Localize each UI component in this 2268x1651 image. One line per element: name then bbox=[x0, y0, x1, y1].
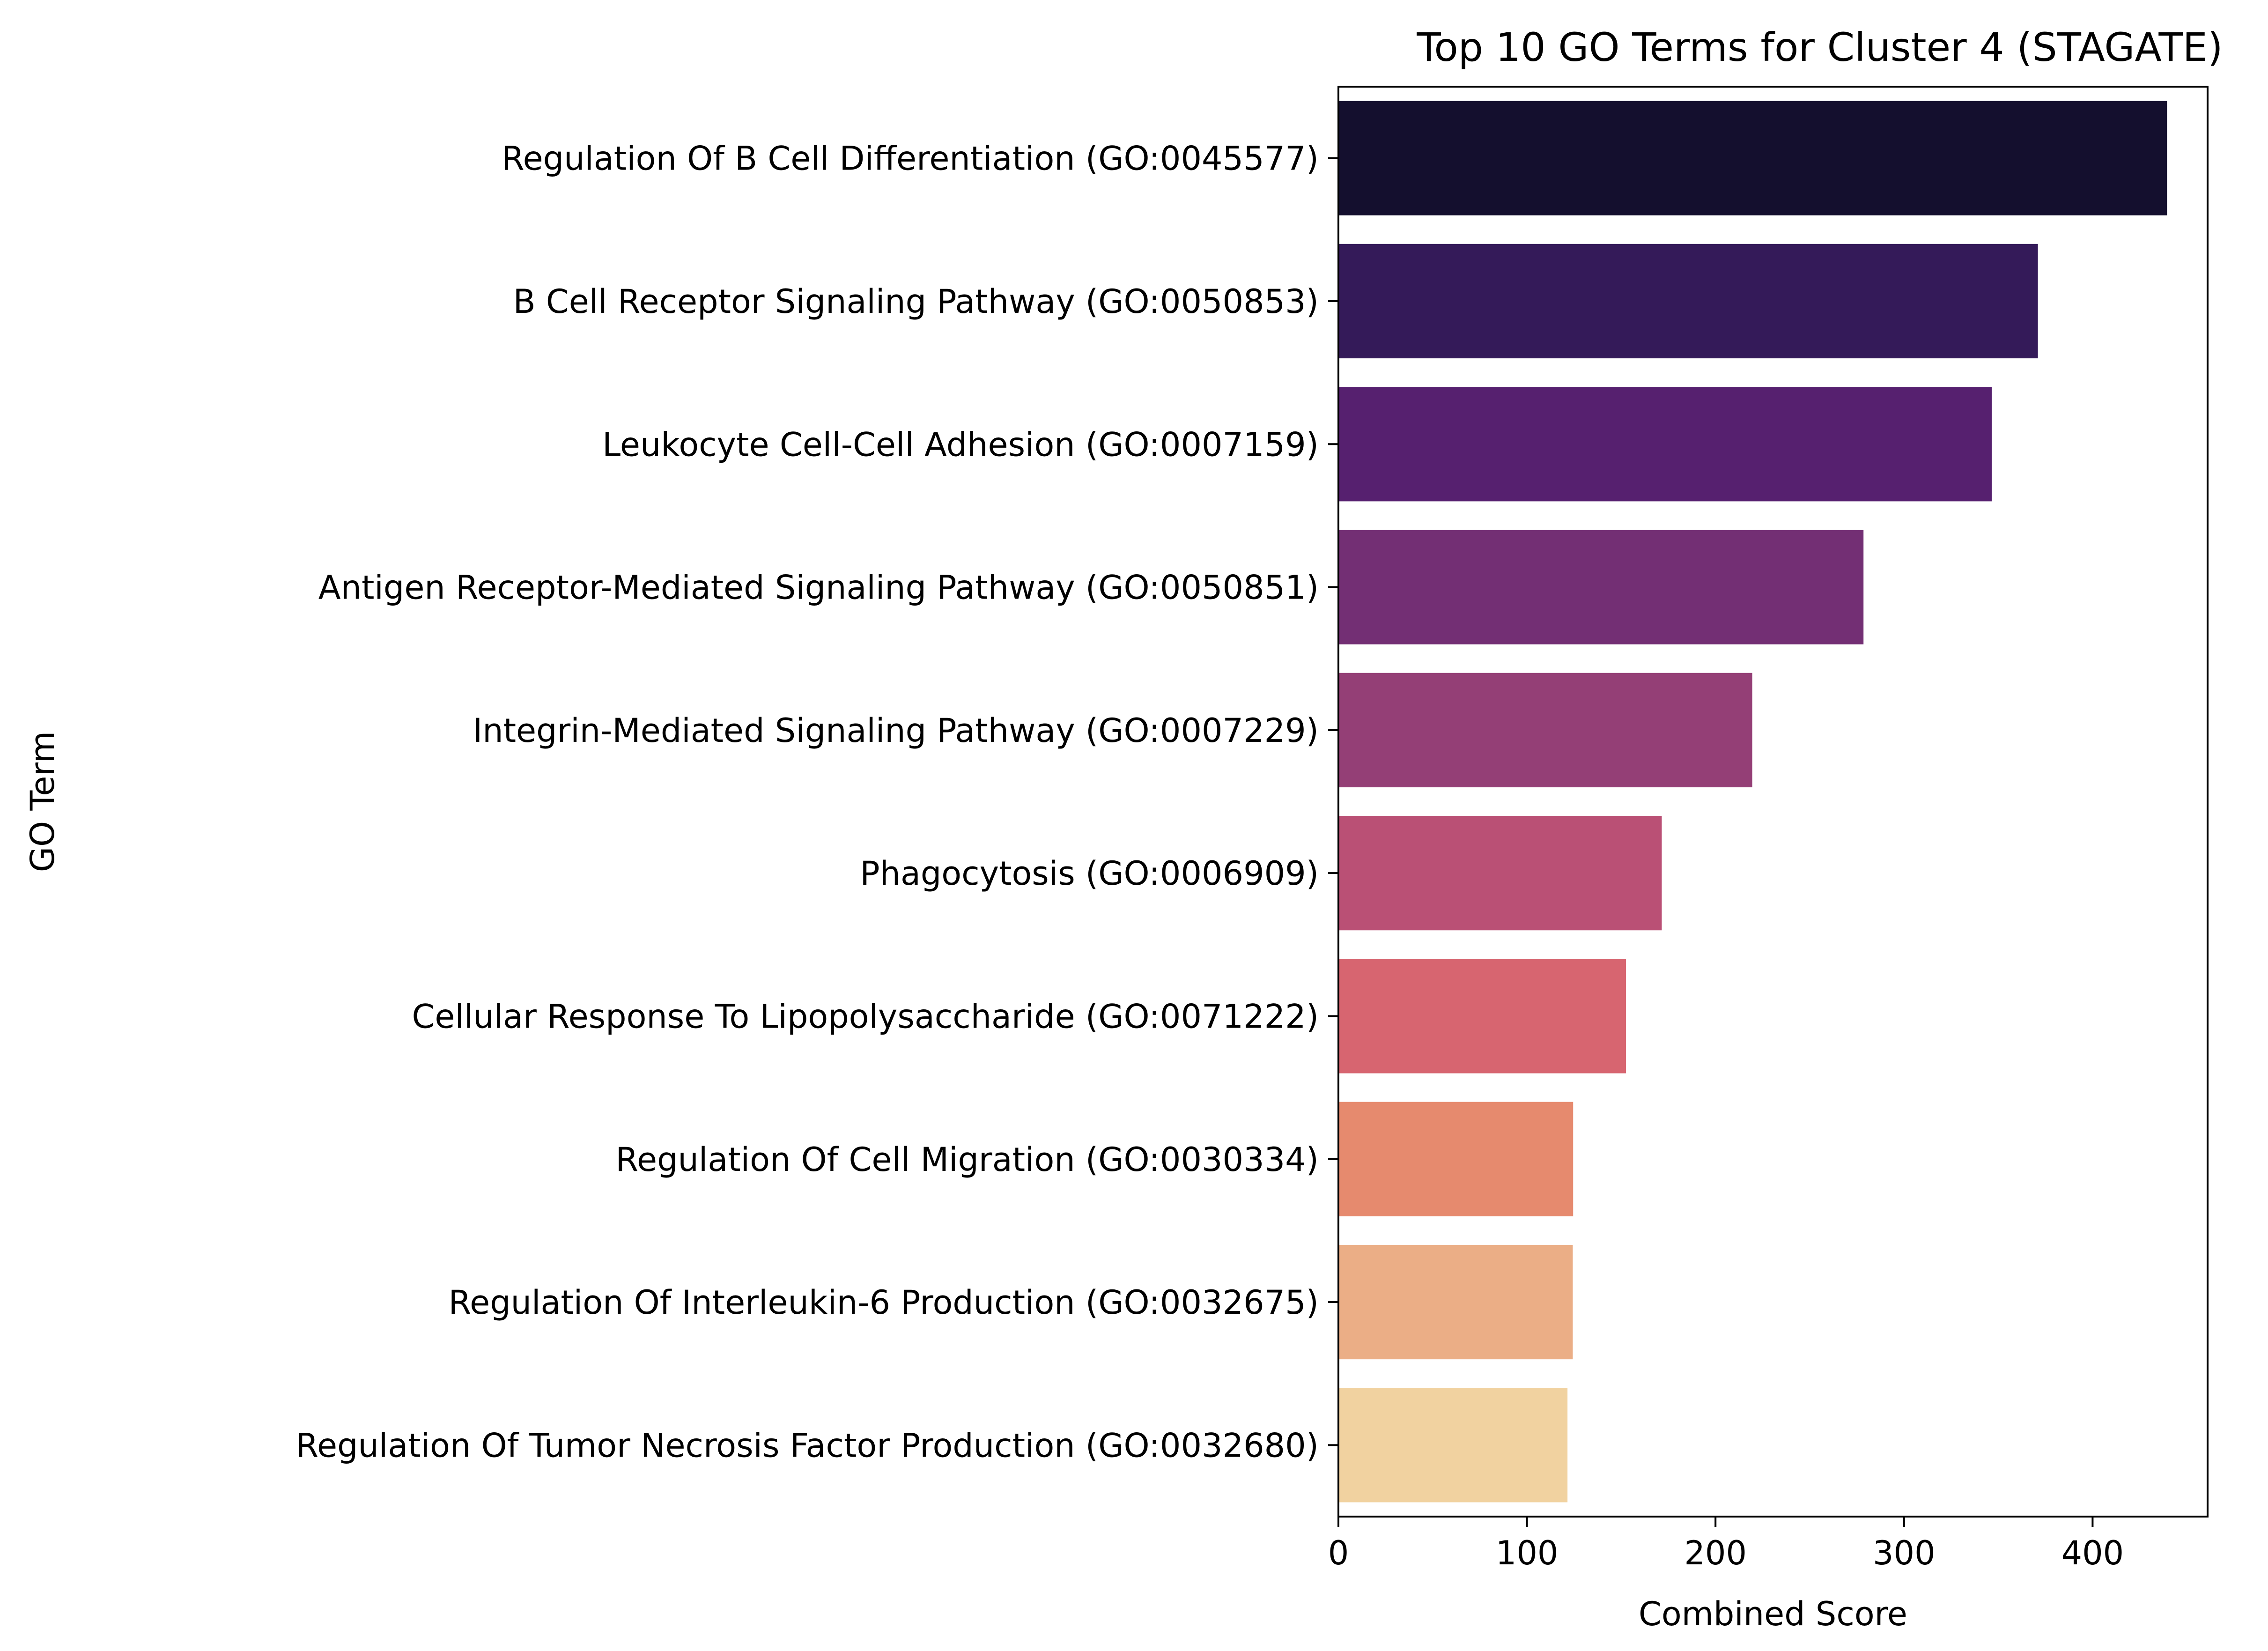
y-tick-label: Regulation Of Interleukin-6 Production (… bbox=[449, 1283, 1319, 1322]
y-tick-label: B Cell Receptor Signaling Pathway (GO:00… bbox=[513, 282, 1319, 321]
x-axis-ticks: 0 100 200 300 400 bbox=[1328, 1517, 2124, 1572]
bar-6 bbox=[1338, 816, 1662, 931]
plot-frame bbox=[1337, 86, 2209, 1518]
y-tick-label: Regulation Of Cell Migration (GO:0030334… bbox=[616, 1140, 1319, 1179]
bar-2 bbox=[1338, 244, 2038, 359]
y-tick-label: Antigen Receptor-Mediated Signaling Path… bbox=[318, 569, 1319, 607]
x-tick-label: 100 bbox=[1496, 1534, 1559, 1572]
chart-title: Top 10 GO Terms for Cluster 4 (STAGATE) bbox=[1416, 24, 2223, 70]
y-tick-label: Regulation Of B Cell Differentiation (GO… bbox=[502, 140, 1319, 178]
x-tick-label: 0 bbox=[1328, 1534, 1349, 1572]
bar-3 bbox=[1338, 387, 1992, 502]
bar-1 bbox=[1338, 101, 2167, 215]
bar-10 bbox=[1338, 1388, 1568, 1503]
bar-8 bbox=[1338, 1102, 1574, 1216]
y-axis-ticks: Regulation Of B Cell Differentiation (GO… bbox=[296, 140, 1338, 1465]
y-tick-label: Leukocyte Cell-Cell Adhesion (GO:0007159… bbox=[602, 425, 1319, 464]
x-tick-label: 200 bbox=[1684, 1534, 1747, 1572]
x-tick-label: 300 bbox=[1873, 1534, 1936, 1572]
y-tick-label: Phagocytosis (GO:0006909) bbox=[860, 854, 1319, 893]
y-tick-label: Cellular Response To Lipopolysaccharide … bbox=[412, 997, 1319, 1036]
x-axis-label: Combined Score bbox=[1639, 1595, 1907, 1633]
y-axis-label: GO Term bbox=[23, 731, 62, 872]
bar-7 bbox=[1338, 959, 1626, 1074]
bar-5 bbox=[1338, 673, 1752, 787]
y-tick-label: Integrin-Mediated Signaling Pathway (GO:… bbox=[473, 711, 1319, 750]
x-tick-label: 400 bbox=[2061, 1534, 2124, 1572]
y-tick-label: Regulation Of Tumor Necrosis Factor Prod… bbox=[296, 1426, 1319, 1465]
bar-9 bbox=[1338, 1244, 1573, 1360]
bars bbox=[1338, 101, 2167, 1503]
bar-4 bbox=[1338, 530, 1864, 644]
